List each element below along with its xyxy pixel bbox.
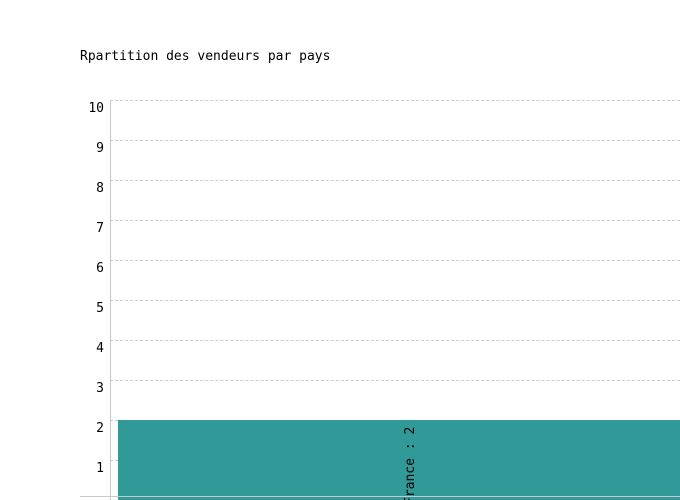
gridline <box>110 100 680 101</box>
y-axis-tick-label: 2 <box>96 421 104 436</box>
gridline <box>110 300 680 301</box>
gridline <box>110 260 680 261</box>
gridline <box>110 220 680 221</box>
y-axis-tick-label: 6 <box>96 261 104 276</box>
y-axis-tick-label: 3 <box>96 381 104 396</box>
y-axis-tick-label: 9 <box>96 141 104 156</box>
chart-title: Rpartition des vendeurs par pays <box>80 49 331 64</box>
y-axis-tick-label: 5 <box>96 301 104 316</box>
gridline <box>110 140 680 141</box>
y-axis-tick-label: 4 <box>96 341 104 356</box>
x-axis-line <box>80 496 680 497</box>
y-axis-tick-label: 1 <box>96 461 104 476</box>
y-axis-tick-label: 8 <box>96 181 104 196</box>
plot-area: France : 2 <box>110 100 680 500</box>
bar-value-label: France : 2 <box>403 426 418 500</box>
bar[interactable] <box>118 420 680 500</box>
gridline <box>110 380 680 381</box>
y-axis-tick-label: 10 <box>88 101 104 116</box>
y-axis-tick-label: 7 <box>96 221 104 236</box>
y-axis-tick-labels: 10 9 8 7 6 5 4 3 2 1 <box>60 100 104 500</box>
gridline <box>110 340 680 341</box>
gridline <box>110 180 680 181</box>
